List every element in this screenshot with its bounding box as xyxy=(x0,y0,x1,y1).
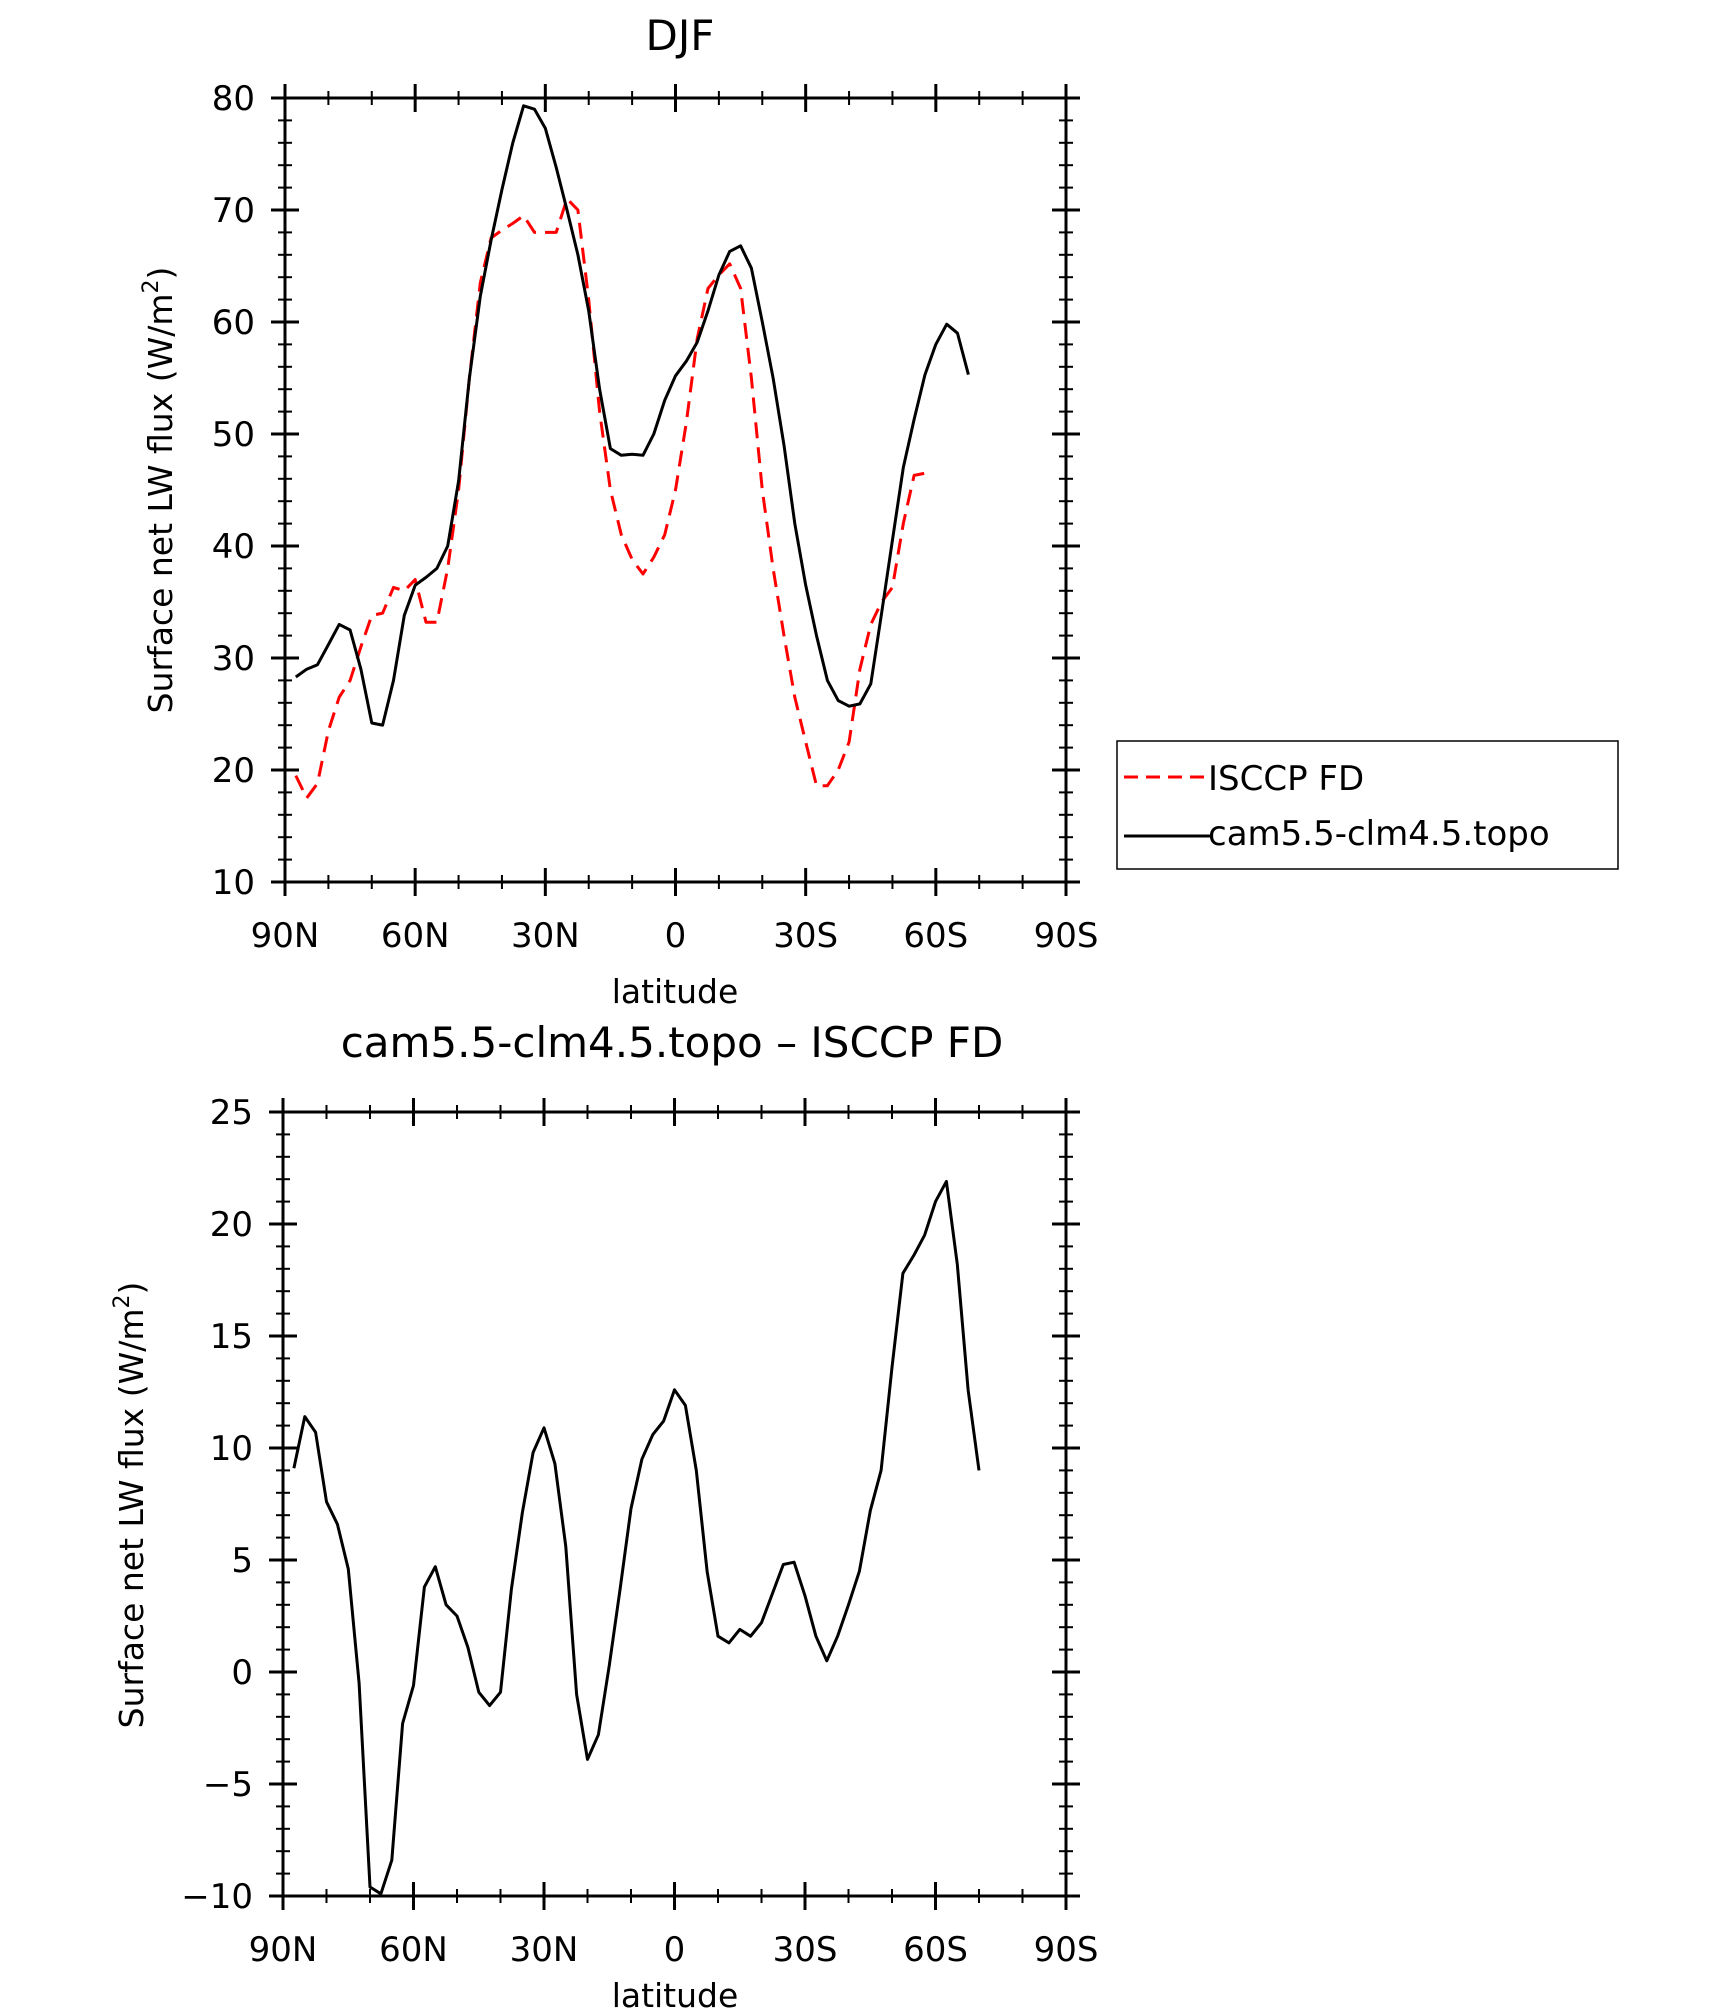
x-tick-label: 30S xyxy=(773,916,838,956)
legend-label-cam: cam5.5-clm4.5.topo xyxy=(1208,814,1550,854)
bottom-y-axis-label: Surface net LW flux (W/m2) xyxy=(110,1282,151,1729)
bottom-y-axis-label-sup: 2 xyxy=(110,1295,135,1309)
y-tick-label: 60 xyxy=(212,303,255,343)
y-tick-label: 5 xyxy=(231,1541,253,1581)
bottom-plot-frame xyxy=(281,1110,1068,1898)
legend-box xyxy=(1116,740,1619,870)
x-tick-label: 30S xyxy=(773,1930,838,1970)
legend: ISCCP FD cam5.5-clm4.5.topo xyxy=(1116,740,1619,870)
y-tick-label: 40 xyxy=(212,527,255,567)
y-tick-label: 25 xyxy=(210,1093,253,1133)
y-tick-label: 70 xyxy=(212,191,255,231)
bottom-chart: cam5.5-clm4.5.topo – ISCCP FD −10 −5 0 5 10 1… xyxy=(110,1018,1098,2010)
x-tick-label: 90S xyxy=(1034,1930,1099,1970)
top-y-axis-label-sup: 2 xyxy=(139,280,164,294)
x-tick-label: 60N xyxy=(381,916,450,956)
bottom-y-axis-label-end: ) xyxy=(112,1282,151,1295)
y-tick-label: 15 xyxy=(210,1317,253,1357)
x-tick-label: 90N xyxy=(249,1930,318,1970)
y-tick-label: 30 xyxy=(212,639,255,679)
x-tick-label: 60N xyxy=(379,1930,448,1970)
bottom-x-ticks: 90N 60N 30N 0 30S 60S 90S xyxy=(249,1098,1099,1970)
y-tick-label: 20 xyxy=(210,1205,253,1245)
top-series-line-1 xyxy=(294,104,970,727)
y-tick-label: 0 xyxy=(231,1653,253,1693)
x-tick-label: 90N xyxy=(251,916,320,956)
bottom-series-line-0 xyxy=(292,1179,981,1896)
y-tick-label: 20 xyxy=(212,751,255,791)
x-tick-label: 90S xyxy=(1034,916,1099,956)
top-y-axis-label: Surface net LW flux (W/m2) xyxy=(139,267,180,714)
top-series xyxy=(294,104,970,800)
top-y-axis-label-main: Surface net LW flux (W/m xyxy=(141,294,180,714)
y-tick-label: −5 xyxy=(203,1765,253,1805)
bottom-x-axis-label: latitude xyxy=(612,1976,739,2010)
x-tick-label: 30N xyxy=(510,1930,579,1970)
x-tick-label: 60S xyxy=(903,916,968,956)
top-series-line-0 xyxy=(294,197,926,800)
y-tick-label: −10 xyxy=(181,1877,253,1917)
bottom-y-axis-label-main: Surface net LW flux (W/m xyxy=(112,1309,151,1729)
x-tick-label: 0 xyxy=(664,1930,686,1970)
legend-label-isccp: ISCCP FD xyxy=(1208,759,1364,799)
bottom-series xyxy=(292,1179,981,1896)
y-tick-label: 50 xyxy=(212,415,255,455)
y-tick-label: 80 xyxy=(212,79,255,119)
top-chart-title: DJF xyxy=(646,11,715,60)
x-tick-label: 30N xyxy=(511,916,580,956)
top-y-ticks: 10 20 30 40 50 60 70 80 xyxy=(212,79,1080,903)
x-tick-label: 0 xyxy=(665,916,687,956)
top-x-ticks: 90N 60N 30N 0 30S 60S 90S xyxy=(251,84,1099,956)
y-tick-label: 10 xyxy=(212,863,255,903)
y-tick-label: 10 xyxy=(210,1429,253,1469)
x-tick-label: 60S xyxy=(903,1930,968,1970)
top-x-axis-label: latitude xyxy=(612,972,739,1011)
top-y-axis-label-end: ) xyxy=(141,267,180,280)
bottom-chart-title: cam5.5-clm4.5.topo – ISCCP FD xyxy=(341,1018,1004,1067)
top-chart: DJF 10 20 30 40 50 60 70 80 90N 60N 30N 0 30S 60S 90S… xyxy=(139,11,1619,1011)
